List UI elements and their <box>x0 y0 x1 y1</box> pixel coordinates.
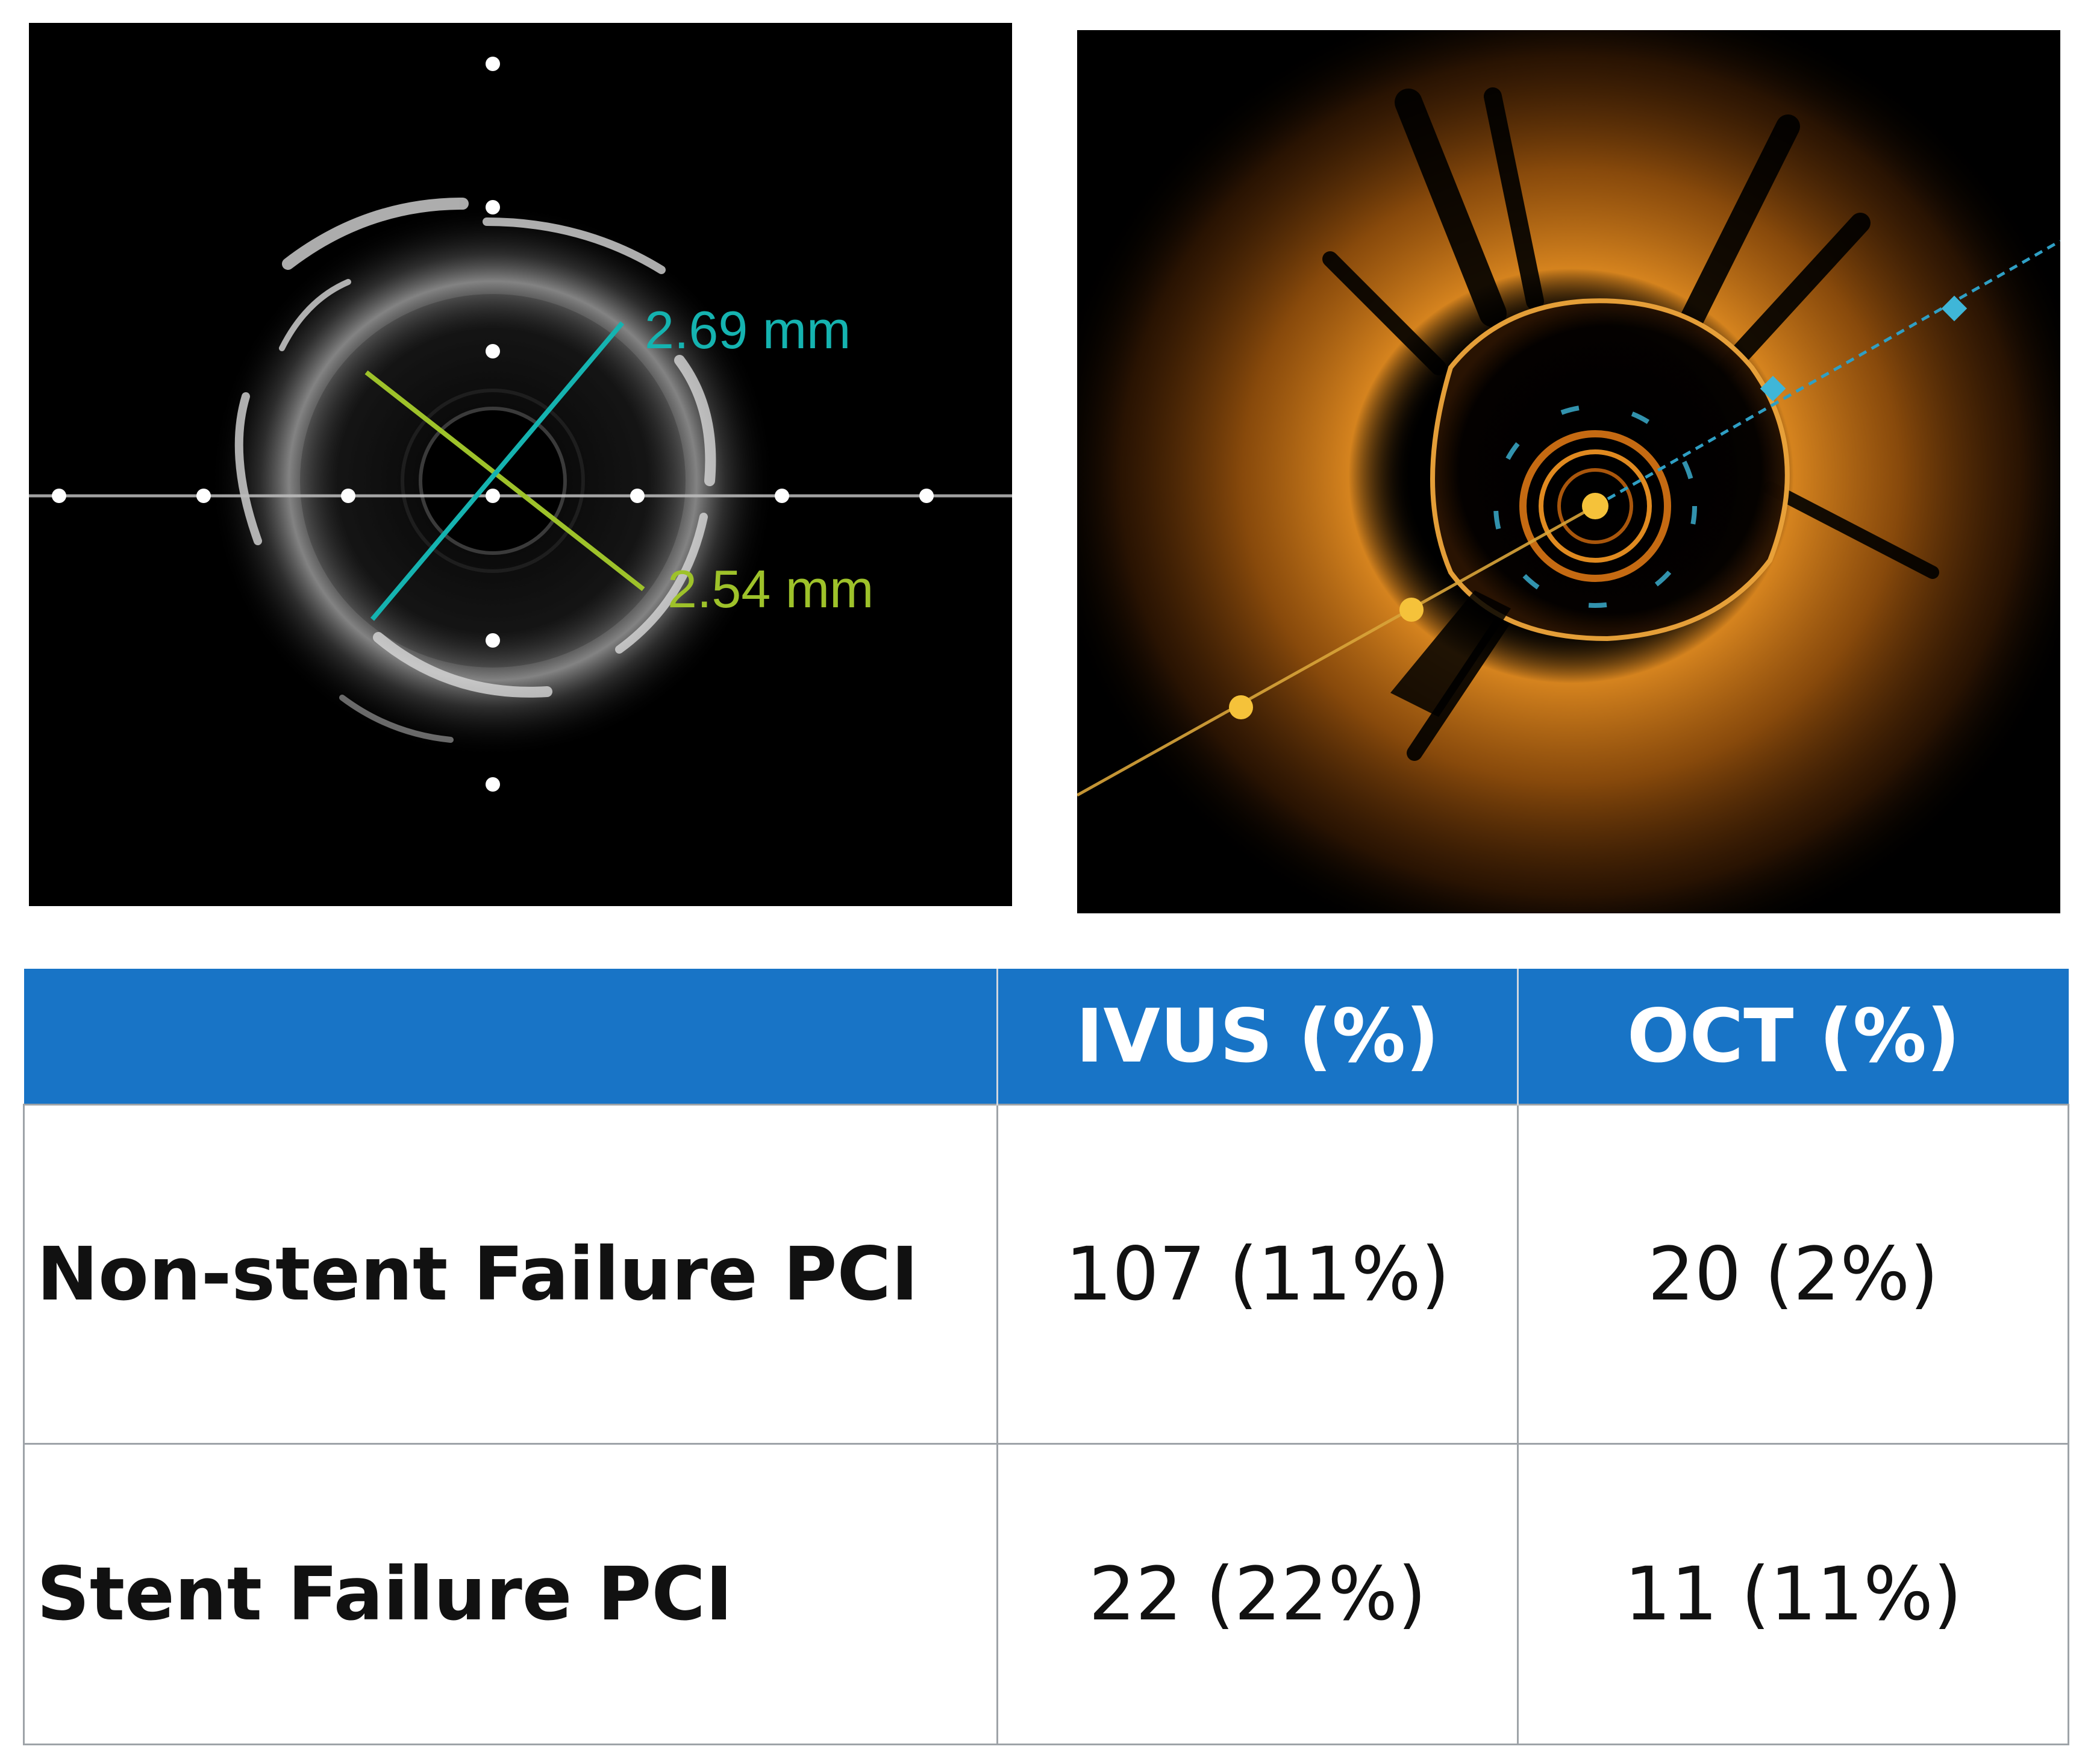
ivus-value: 107 (11%) <box>996 1104 1519 1445</box>
ivus-image: 2.69 mm 2.54 mm <box>29 23 1012 906</box>
results-table: IVUS (%) OCT (%) Non-stent Failure PCI 1… <box>23 969 2069 1745</box>
row-label: Stent Failure PCI <box>23 1443 998 1745</box>
oct-image-canvas <box>1077 30 2060 913</box>
column-header-empty <box>23 969 998 1105</box>
table-header-row: IVUS (%) OCT (%) <box>23 969 2069 1105</box>
oct-value: 20 (2%) <box>1517 1104 2069 1445</box>
column-header-oct: OCT (%) <box>1518 969 2069 1105</box>
ivus-image-canvas: 2.69 mm 2.54 mm <box>29 23 1012 906</box>
table-row: Non-stent Failure PCI 107 (11%) 20 (2%) <box>23 1104 2069 1445</box>
measurement-line-2 <box>364 370 645 592</box>
oct-image <box>1077 30 2060 913</box>
measurement-label-2: 2.54 mm <box>667 559 874 619</box>
table-row: Stent Failure PCI 22 (22%) 11 (11%) <box>23 1443 2069 1745</box>
measurement-label-1: 2.69 mm <box>645 300 851 360</box>
column-header-ivus: IVUS (%) <box>997 969 1519 1105</box>
row-label: Non-stent Failure PCI <box>23 1104 998 1445</box>
ivus-value: 22 (22%) <box>996 1443 1519 1745</box>
oct-value: 11 (11%) <box>1517 1443 2069 1745</box>
measurement-line-1 <box>370 321 625 621</box>
